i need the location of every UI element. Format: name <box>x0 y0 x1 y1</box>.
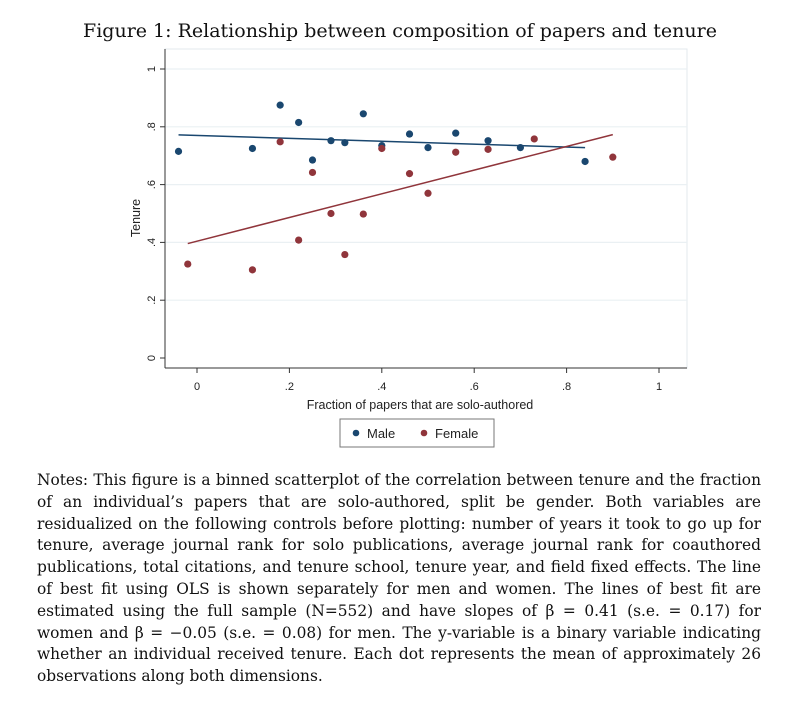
point-female <box>405 170 414 178</box>
point-female <box>276 138 284 146</box>
y-tick-label: 0 <box>146 355 158 361</box>
point-female <box>308 168 317 177</box>
point-female <box>359 210 367 218</box>
point-male <box>405 130 414 138</box>
point-male <box>424 144 432 152</box>
point-male <box>248 144 257 153</box>
point-male <box>327 137 335 145</box>
x-tick-label: .2 <box>285 381 294 393</box>
point-female <box>424 189 432 197</box>
point-female <box>378 144 386 153</box>
point-female <box>609 153 617 161</box>
point-female <box>248 266 257 274</box>
point-male <box>276 101 284 109</box>
point-female <box>295 236 303 244</box>
data-points <box>174 101 617 274</box>
y-axis-title: Tenure <box>129 199 143 237</box>
point-male <box>308 156 317 164</box>
point-male <box>516 144 525 152</box>
fit-line-female <box>187 133 613 245</box>
point-female <box>452 148 460 156</box>
legend-marker-male <box>352 429 360 437</box>
y-tick-label: .2 <box>146 296 158 305</box>
legend-box <box>339 418 495 448</box>
point-male <box>359 110 367 118</box>
y-tick-label: 1 <box>146 66 158 72</box>
x-tick-label: 1 <box>656 381 662 393</box>
y-tick-label: .8 <box>146 122 158 131</box>
legend-label-female: Female <box>435 426 478 441</box>
point-female <box>184 260 192 268</box>
point-male <box>452 129 460 137</box>
figure-title: Figure 1: Relationship between compositi… <box>83 20 717 42</box>
point-female <box>327 209 335 218</box>
point-female <box>341 250 349 259</box>
fit-lines <box>178 133 613 245</box>
legend-marker-female <box>420 429 428 437</box>
point-male <box>581 157 589 166</box>
gridlines <box>165 68 687 301</box>
point-male <box>341 139 349 147</box>
point-male <box>174 147 183 155</box>
legend-label-male: Male <box>367 426 395 441</box>
legend: Male Female <box>339 418 495 448</box>
x-axis-title: Fraction of papers that are solo-authore… <box>307 398 534 412</box>
axes: 0 .2 .4 .6 .8 1 0 .2 .4 .6 .8 1 <box>146 49 687 393</box>
fit-line-male <box>178 134 586 149</box>
scatter-chart: 0 .2 .4 .6 .8 1 0 .2 .4 .6 .8 1 Fraction of papers … <box>129 48 688 448</box>
point-female <box>484 145 492 153</box>
y-tick-label: .6 <box>146 180 158 189</box>
point-female <box>530 135 538 143</box>
plot-area <box>164 48 688 369</box>
y-tick-label: .4 <box>146 238 158 247</box>
x-tick-label: 0 <box>194 381 200 393</box>
figure-notes: Notes: This figure is a binned scatterpl… <box>37 471 761 686</box>
point-male <box>484 137 492 145</box>
point-male <box>295 118 303 127</box>
x-tick-label: .4 <box>377 381 386 393</box>
x-tick-label: .6 <box>470 381 479 393</box>
x-tick-label: .8 <box>562 381 571 393</box>
